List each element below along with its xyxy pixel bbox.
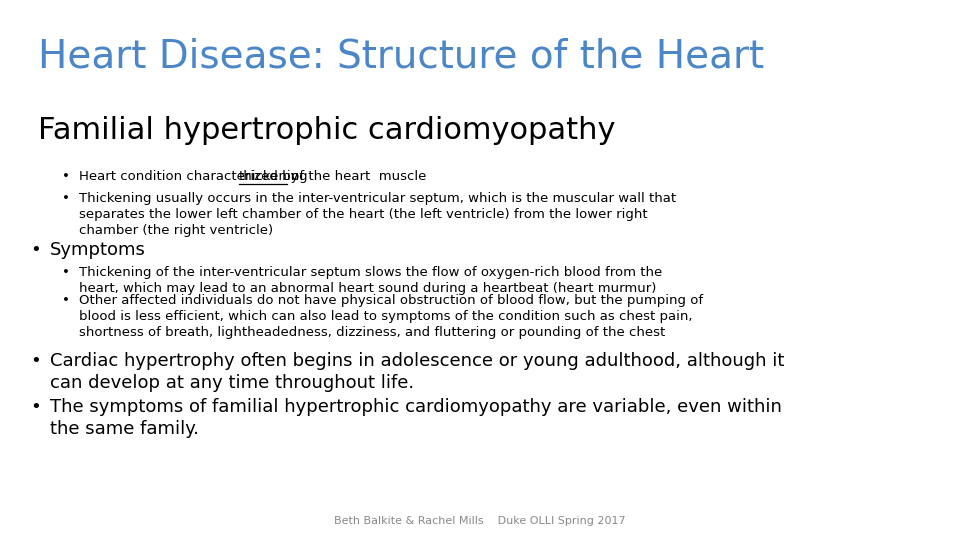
Text: Heart Disease: Structure of the Heart: Heart Disease: Structure of the Heart: [38, 38, 764, 76]
Text: •: •: [31, 352, 41, 370]
Text: •: •: [31, 241, 41, 259]
Text: Symptoms: Symptoms: [50, 241, 146, 259]
Text: •: •: [31, 398, 41, 416]
Text: •: •: [62, 294, 70, 307]
Text: •: •: [62, 170, 70, 183]
Text: Familial hypertrophic cardiomyopathy: Familial hypertrophic cardiomyopathy: [38, 116, 616, 145]
Text: Thickening usually occurs in the inter-ventricular septum, which is the muscular: Thickening usually occurs in the inter-v…: [79, 192, 676, 237]
Text: of the heart  muscle: of the heart muscle: [287, 170, 426, 183]
Text: The symptoms of familial hypertrophic cardiomyopathy are variable, even within
t: The symptoms of familial hypertrophic ca…: [50, 398, 781, 438]
Text: •: •: [62, 192, 70, 205]
Text: •: •: [62, 266, 70, 279]
Text: Other affected individuals do not have physical obstruction of blood flow, but t: Other affected individuals do not have p…: [79, 294, 703, 339]
Text: Cardiac hypertrophy often begins in adolescence or young adulthood, although it
: Cardiac hypertrophy often begins in adol…: [50, 352, 784, 392]
Text: Thickening of the inter-ventricular septum slows the flow of oxygen-rich blood f: Thickening of the inter-ventricular sept…: [79, 266, 662, 295]
Text: Beth Balkite & Rachel Mills    Duke OLLI Spring 2017: Beth Balkite & Rachel Mills Duke OLLI Sp…: [334, 516, 626, 526]
Text: thickening: thickening: [239, 170, 308, 183]
Text: Heart condition characterized by: Heart condition characterized by: [79, 170, 302, 183]
